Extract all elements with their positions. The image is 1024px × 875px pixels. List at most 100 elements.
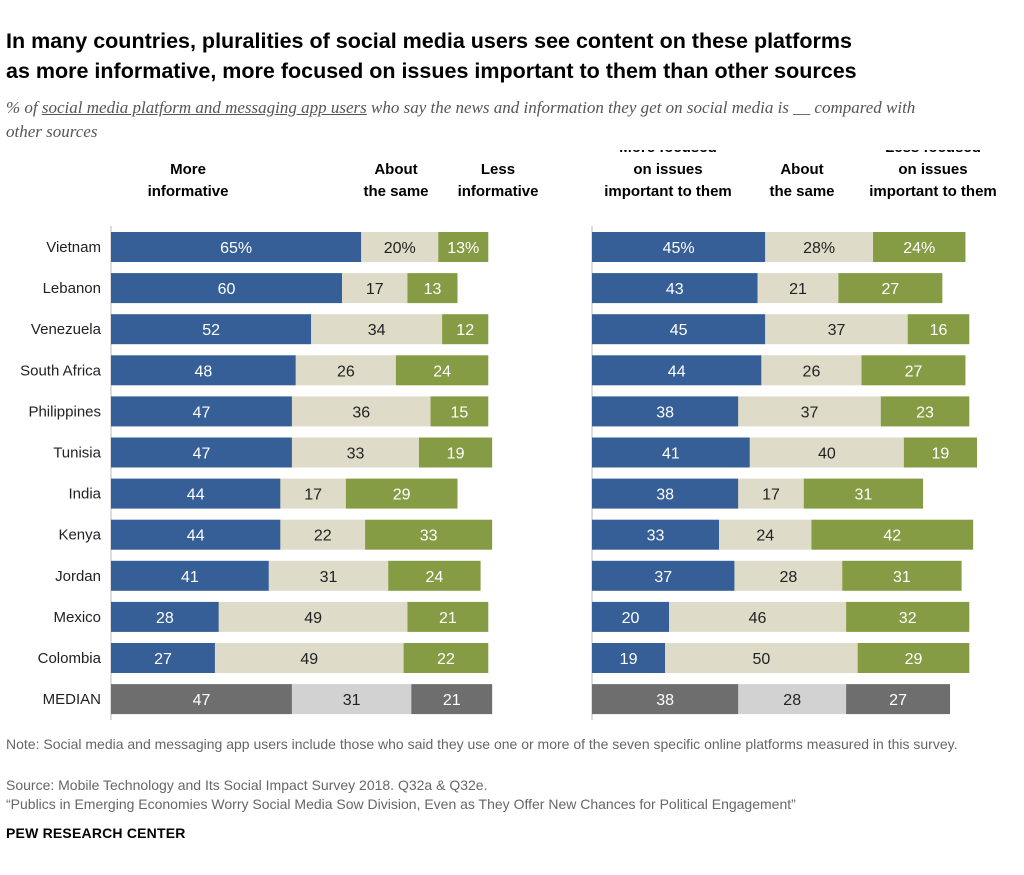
category-label-jordan: Jordan bbox=[55, 568, 101, 585]
data-label-informative-tunisia-same: 33 bbox=[347, 446, 365, 463]
bar-informative-south-africa-more bbox=[111, 355, 296, 386]
data-label-focused-median-more: 38 bbox=[656, 692, 674, 709]
data-label-informative-median-same: 31 bbox=[343, 692, 361, 709]
data-label-focused-colombia-less: 29 bbox=[905, 651, 923, 668]
bar-focused-vietnam-more bbox=[592, 232, 766, 262]
data-label-focused-philippines-less: 23 bbox=[916, 404, 934, 421]
data-label-informative-tunisia-less: 19 bbox=[447, 446, 465, 463]
data-label-focused-lebanon-same: 21 bbox=[789, 281, 807, 298]
category-label-philippines: Philippines bbox=[28, 403, 101, 420]
category-label-venezuela: Venezuela bbox=[31, 321, 102, 338]
data-label-focused-vietnam-less: 24% bbox=[903, 240, 935, 257]
data-label-focused-lebanon-less: 27 bbox=[881, 281, 899, 298]
data-label-focused-mexico-more: 20 bbox=[622, 610, 640, 627]
bar-focused-jordan-same bbox=[734, 560, 843, 591]
footer-publication: “Publics in Emerging Economies Worry Soc… bbox=[6, 796, 796, 812]
bar-focused-tunisia-same bbox=[749, 437, 904, 468]
data-label-informative-lebanon-less: 13 bbox=[424, 281, 442, 298]
chart-title-line-1: In many countries, pluralities of social… bbox=[6, 29, 852, 53]
data-label-informative-jordan-more: 41 bbox=[181, 569, 199, 586]
bar-focused-jordan-less bbox=[842, 560, 962, 591]
bar-informative-venezuela-less bbox=[442, 314, 489, 345]
category-label-colombia: Colombia bbox=[38, 650, 102, 667]
bar-focused-india-less bbox=[803, 478, 924, 509]
data-label-informative-lebanon-more: 60 bbox=[218, 281, 236, 298]
bar-informative-mexico-more bbox=[111, 601, 219, 632]
data-label-informative-vietnam-more: 65% bbox=[220, 240, 252, 257]
data-label-focused-median-same: 28 bbox=[783, 692, 801, 709]
bar-focused-philippines-less bbox=[880, 396, 970, 427]
data-label-informative-mexico-less: 21 bbox=[439, 610, 457, 627]
chart-title: In many countries, pluralities of social… bbox=[6, 26, 1018, 86]
category-label-tunisia: Tunisia bbox=[53, 445, 101, 462]
bar-focused-tunisia-less bbox=[903, 437, 977, 468]
data-label-informative-vietnam-same: 20% bbox=[384, 240, 416, 257]
data-label-focused-venezuela-same: 37 bbox=[828, 322, 846, 339]
data-label-informative-mexico-same: 49 bbox=[304, 610, 322, 627]
data-label-focused-jordan-same: 28 bbox=[779, 569, 797, 586]
category-label-median: MEDIAN bbox=[43, 691, 101, 708]
data-label-informative-jordan-less: 24 bbox=[426, 569, 444, 586]
bar-focused-colombia-same bbox=[665, 643, 858, 673]
bar-focused-kenya-less bbox=[811, 519, 974, 550]
bar-informative-south-africa-same bbox=[295, 355, 396, 386]
bar-informative-jordan-same bbox=[268, 560, 389, 591]
bar-informative-philippines-more bbox=[111, 396, 292, 427]
data-label-informative-jordan-same: 31 bbox=[320, 569, 338, 586]
chart-title-line-2: as more informative, more focused on iss… bbox=[6, 59, 857, 83]
bar-informative-venezuela-same bbox=[311, 314, 443, 345]
data-label-focused-india-same: 17 bbox=[762, 487, 780, 504]
bar-focused-south-africa-more bbox=[592, 355, 762, 386]
footer-source: Source: Mobile Technology and Its Social… bbox=[6, 777, 488, 793]
data-label-informative-colombia-more: 27 bbox=[154, 651, 172, 668]
category-label-south-africa: South Africa bbox=[20, 362, 102, 379]
legend-header-informative-same-line-1: About bbox=[374, 161, 417, 178]
legend-header-focused-more-line-1: More focused bbox=[619, 150, 717, 156]
data-label-informative-vietnam-less: 13% bbox=[447, 240, 479, 257]
bar-focused-colombia-less bbox=[857, 643, 970, 673]
bar-informative-median-less bbox=[411, 684, 493, 715]
bar-informative-south-africa-less bbox=[395, 355, 489, 386]
bar-informative-jordan-less bbox=[388, 560, 481, 591]
legend-header-informative-less-line-2: informative bbox=[458, 183, 539, 200]
bar-focused-colombia-more bbox=[592, 643, 666, 673]
bar-informative-tunisia-less bbox=[419, 437, 493, 468]
data-label-informative-south-africa-same: 26 bbox=[337, 363, 355, 380]
data-label-focused-philippines-more: 38 bbox=[656, 404, 674, 421]
subtitle-suffix: who say the news and information they ge… bbox=[6, 98, 916, 141]
data-label-focused-tunisia-same: 40 bbox=[818, 446, 836, 463]
bar-focused-median-same bbox=[738, 684, 847, 715]
bar-informative-colombia-same bbox=[214, 643, 404, 673]
bar-focused-philippines-more bbox=[592, 396, 739, 427]
category-label-kenya: Kenya bbox=[58, 527, 101, 544]
data-label-informative-venezuela-same: 34 bbox=[368, 322, 386, 339]
bar-focused-mexico-less bbox=[846, 601, 970, 632]
bar-informative-tunisia-same bbox=[291, 437, 419, 468]
bar-informative-median-same bbox=[291, 684, 412, 715]
legend-header-focused-less-line-3: important to them bbox=[869, 183, 997, 200]
data-label-informative-tunisia-more: 47 bbox=[193, 446, 211, 463]
bar-focused-venezuela-same bbox=[765, 314, 908, 345]
bar-informative-tunisia-more bbox=[111, 437, 292, 468]
bar-focused-kenya-same bbox=[719, 519, 812, 550]
data-label-informative-kenya-same: 22 bbox=[314, 528, 332, 545]
bar-informative-kenya-same bbox=[280, 519, 366, 550]
bar-focused-median-less bbox=[846, 684, 951, 715]
bar-focused-tunisia-more bbox=[592, 437, 750, 468]
data-label-informative-mexico-more: 28 bbox=[156, 610, 174, 627]
bar-focused-lebanon-more bbox=[592, 273, 758, 304]
bar-focused-philippines-same bbox=[738, 396, 881, 427]
bar-informative-india-same bbox=[280, 478, 346, 509]
data-label-focused-jordan-more: 37 bbox=[654, 569, 672, 586]
legend-header-informative-less-line-1: Less bbox=[481, 161, 515, 178]
data-label-focused-jordan-less: 31 bbox=[893, 569, 911, 586]
data-label-informative-india-less: 29 bbox=[393, 487, 411, 504]
legend-header-informative-more-line-2: informative bbox=[148, 183, 229, 200]
data-label-focused-india-more: 38 bbox=[656, 487, 674, 504]
bar-informative-lebanon-same bbox=[342, 273, 408, 304]
data-label-informative-philippines-less: 15 bbox=[451, 404, 469, 421]
bar-informative-venezuela-more bbox=[111, 314, 312, 345]
data-label-informative-venezuela-more: 52 bbox=[202, 322, 220, 339]
bar-focused-lebanon-less bbox=[838, 273, 943, 304]
category-label-mexico: Mexico bbox=[53, 609, 101, 626]
